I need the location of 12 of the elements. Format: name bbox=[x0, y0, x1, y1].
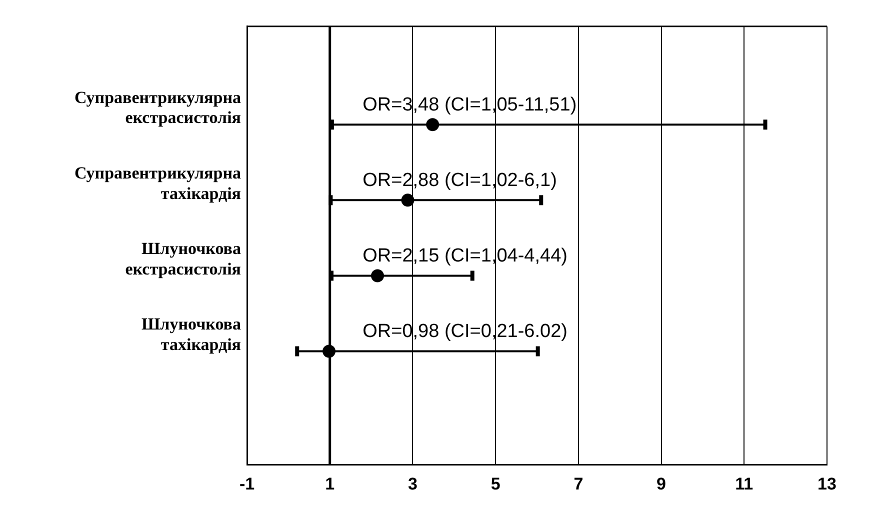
x-tick-label: 3 bbox=[408, 474, 418, 494]
x-tick-label: 5 bbox=[490, 474, 500, 494]
y-tick-label: Суправентрикулярна тахікардія bbox=[74, 163, 242, 203]
x-tick-label: -1 bbox=[239, 474, 255, 494]
x-tick-label: 11 bbox=[735, 474, 754, 494]
x-tick-label: 7 bbox=[574, 474, 584, 494]
x-tick-label: 13 bbox=[818, 474, 836, 494]
y-tick-label: Суправентрикулярна екстрасистолія bbox=[74, 88, 242, 128]
y-tick-label: Шлуночкова тахікардія bbox=[142, 314, 242, 354]
x-tick-label: 9 bbox=[656, 474, 666, 494]
x-tick-label: 1 bbox=[325, 474, 335, 494]
y-tick-label: Шлуночкова екстрасистолія bbox=[125, 238, 242, 278]
